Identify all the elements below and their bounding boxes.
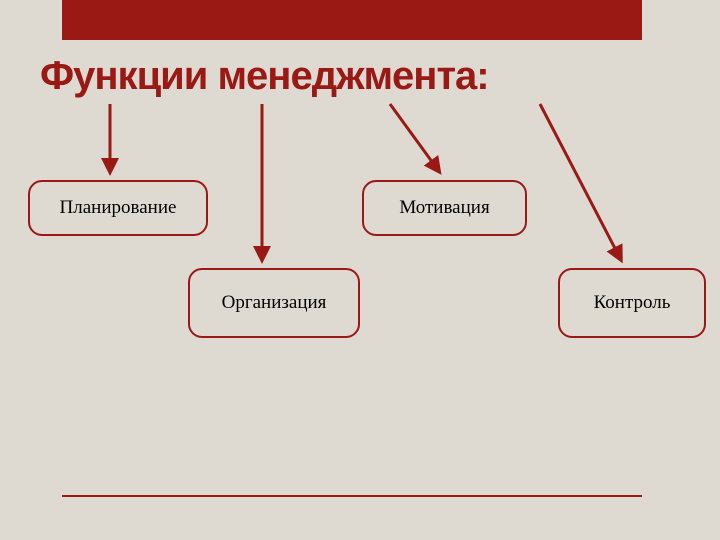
node-planning-label: Планирование bbox=[60, 197, 177, 219]
node-motivation: Мотивация bbox=[362, 180, 527, 236]
bottom-line bbox=[62, 495, 642, 497]
node-planning: Планирование bbox=[28, 180, 208, 236]
arrow-line bbox=[540, 104, 620, 258]
slide-title: Функции менеджмента: bbox=[40, 54, 489, 99]
slide: Функции менеджмента: Планирование Мотива… bbox=[0, 0, 720, 540]
node-motivation-label: Мотивация bbox=[399, 197, 489, 219]
node-organization-label: Организация bbox=[222, 292, 327, 314]
node-organization: Организация bbox=[188, 268, 360, 338]
arrow-line bbox=[390, 104, 438, 170]
node-control-label: Контроль bbox=[594, 292, 671, 314]
node-control: Контроль bbox=[558, 268, 706, 338]
top-bar bbox=[62, 0, 642, 40]
